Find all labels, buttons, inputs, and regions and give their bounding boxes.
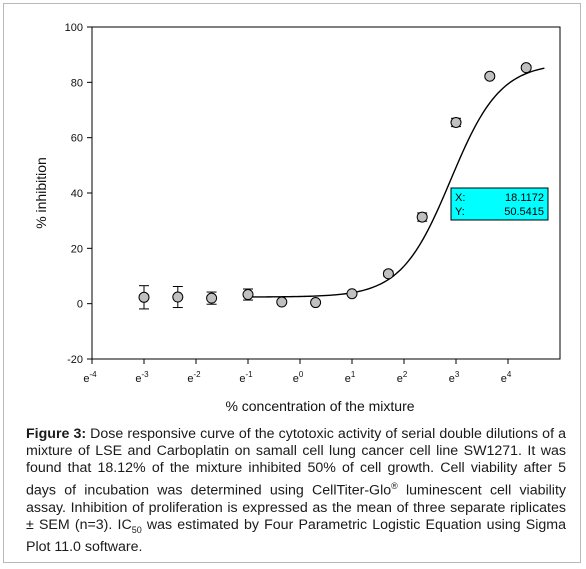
y-tick-label: -20 <box>67 354 83 366</box>
fit-curve <box>247 67 545 298</box>
caption-text-2: luminescent cell viability assay. Inhibi… <box>26 482 566 533</box>
x-tick-label: e-1 <box>239 370 253 385</box>
caption-subscript: 50 <box>131 524 142 535</box>
annotation-x-value: 18.1172 <box>505 192 544 204</box>
data-point <box>416 211 428 223</box>
y-tick-label: 80 <box>71 77 83 89</box>
y-axis-label: % inhibition <box>33 157 49 229</box>
data-point <box>450 116 462 128</box>
figure-caption: Figure 3: Dose responsive curve of the c… <box>26 426 566 556</box>
data-point <box>242 289 254 301</box>
data-point <box>310 297 322 309</box>
data-point <box>520 62 532 74</box>
x-axis-label: % concentration of the mixture <box>225 398 414 414</box>
caption-text-3: was estimated by Four Parametric Logisti… <box>26 516 566 555</box>
data-point <box>172 291 184 303</box>
annotation-group: X: 18.1172 Y: 50.5415 <box>450 187 549 221</box>
data-point <box>276 296 288 308</box>
data-point <box>138 291 150 303</box>
data-point <box>206 292 218 304</box>
caption-label: Figure 3: <box>26 426 87 442</box>
annotation-y-label: Y: <box>455 206 465 218</box>
caption-reg-mark: ® <box>391 480 398 491</box>
y-tick-label: 60 <box>71 133 83 145</box>
data-point <box>484 70 496 82</box>
data-point <box>382 268 394 280</box>
caption-text-1: Dose responsive curve of the cytotoxic a… <box>26 426 566 499</box>
chart-ticks: -20 0 20 40 60 80 100 e-4 e-3 e-2 e-1 e0 e1 e2 e3 e4 <box>65 22 512 385</box>
annotation-box <box>450 187 549 221</box>
x-tick-label: e3 <box>449 370 460 385</box>
x-tick-label: e4 <box>501 370 512 385</box>
x-tick-label: e2 <box>397 370 408 385</box>
figure-frame <box>3 3 581 563</box>
annotation-y-value: 50.5415 <box>504 206 544 218</box>
dose-response-chart: -20 0 20 40 60 80 100 e-4 e-3 e-2 e-1 e0 e1 e2 e3 e4 X:… <box>33 22 561 414</box>
data-point <box>346 288 358 300</box>
y-tick-label: 20 <box>71 243 83 255</box>
x-tick-label: e0 <box>293 370 304 385</box>
x-tick-label: e1 <box>345 370 356 385</box>
x-tick-label: e-2 <box>187 370 201 385</box>
y-tick-label: 40 <box>71 188 83 200</box>
x-tick-label: e-4 <box>83 370 97 385</box>
x-tick-label: e-3 <box>135 370 149 385</box>
data-points-group <box>138 62 532 310</box>
fit-curve-group <box>247 67 545 298</box>
y-tick-label: 100 <box>65 22 83 34</box>
y-tick-label: 0 <box>77 299 83 311</box>
annotation-x-label: X: <box>455 192 465 204</box>
